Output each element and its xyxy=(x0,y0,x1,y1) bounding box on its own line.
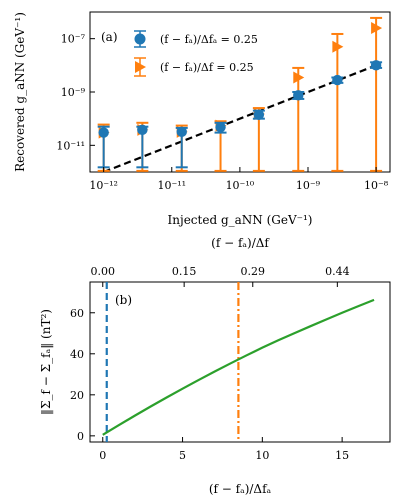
panel-a-x-axis-label: Injected g_aNN (GeV⁻¹) xyxy=(168,213,313,227)
panel-b-x-axis-label: (f − fₐ)/Δfₐ xyxy=(209,482,272,496)
panel-a-y-axis-label: Recovered g_aNN (GeV⁻¹) xyxy=(13,12,27,172)
panel-b-top-x-ticks: 0.00 0.15 0.29 0.44 xyxy=(91,265,350,287)
triangle-point-7 xyxy=(371,22,383,35)
a-y-tick-label-0: 10⁻¹¹ xyxy=(56,139,85,152)
panel-b-top-x-axis-label: (f − fₐ)/Δf xyxy=(211,236,270,250)
circle-point-2 xyxy=(176,126,187,138)
b-y-tick-label-1: 20 xyxy=(70,389,84,402)
series-circle xyxy=(97,60,383,169)
a-y-tick-label-1: 10⁻⁹ xyxy=(61,86,86,99)
b-x-tick-label-1: 5 xyxy=(179,449,186,462)
b-y-tick-label-0: 0 xyxy=(77,430,84,443)
b-top-tick-label-0: 0.00 xyxy=(91,265,116,278)
legend-blue-marker xyxy=(134,33,146,45)
b-x-tick-label-2: 10 xyxy=(255,449,269,462)
legend-orange-label: (f − fₐ)/Δf = 0.25 xyxy=(160,61,254,74)
legend-entry-blue: (f − fₐ)/Δfₐ = 0.25 xyxy=(134,30,258,48)
b-top-tick-label-1: 0.15 xyxy=(172,265,197,278)
b-top-tick-label-2: 0.29 xyxy=(241,265,266,278)
b-top-tick-label-3: 0.44 xyxy=(325,265,350,278)
panel-a-label: (a) xyxy=(101,30,118,44)
series-line xyxy=(102,298,375,436)
panel-a-y-ticks: 10⁻¹¹ 10⁻⁹ 10⁻⁷ xyxy=(56,33,95,152)
panel-b-y-axis-label: ‖Σ_f − Σ_fₐ‖ (nT²) xyxy=(39,309,53,415)
reference-line-group xyxy=(103,64,377,172)
circle-point-4 xyxy=(253,109,265,120)
panel-b-vertical-lines xyxy=(105,282,240,442)
panel-b-x-ticks: 0 5 10 15 xyxy=(99,437,349,462)
circle-point-1 xyxy=(137,124,148,136)
b-x-tick-label-3: 15 xyxy=(335,449,349,462)
a-x-tick-label-2: 10⁻¹⁰ xyxy=(226,179,255,192)
a-x-tick-label-4: 10⁻⁸ xyxy=(364,179,389,192)
b-x-tick-label-0: 0 xyxy=(99,449,106,462)
b-y-tick-label-3: 60 xyxy=(70,307,84,320)
b-y-tick-label-2: 40 xyxy=(70,348,84,361)
panel-b-y-ticks: 0 20 40 60 xyxy=(70,307,95,443)
legend-entry-orange: (f − fₐ)/Δf = 0.25 xyxy=(134,57,254,77)
circle-point-0 xyxy=(98,127,109,138)
a-x-tick-label-3: 10⁻⁹ xyxy=(296,179,321,192)
legend: (f − fₐ)/Δfₐ = 0.25 (f − fₐ)/Δf = 0.25 xyxy=(134,30,258,77)
panel-a: 10⁻¹² 10⁻¹¹ 10⁻¹⁰ 10⁻⁹ 10⁻⁸ 10⁻¹¹ 10⁻⁹ 10⁻⁷ (a… xyxy=(13,11,391,227)
panel-b-series xyxy=(102,298,375,436)
circle-point-6 xyxy=(332,74,343,86)
legend-blue-label: (f − fₐ)/Δfₐ = 0.25 xyxy=(160,33,258,46)
panel-b-frame xyxy=(89,281,391,443)
triangle-point-5 xyxy=(293,71,305,84)
a-y-tick-label-2: 10⁻⁷ xyxy=(61,33,86,46)
panel-b-label: (b) xyxy=(115,293,132,307)
a-x-tick-label-1: 10⁻¹¹ xyxy=(157,179,186,192)
triangle-point-6 xyxy=(332,40,344,53)
panel-b: 0 5 10 15 0.00 0.15 0.29 0.44 0 20 40 60 (b) (f −… xyxy=(39,236,391,496)
legend-orange-marker xyxy=(135,61,146,73)
a-x-tick-label-0: 10⁻¹² xyxy=(89,179,118,192)
panel-a-x-ticks: 10⁻¹² 10⁻¹¹ 10⁻¹⁰ 10⁻⁹ 10⁻⁸ xyxy=(89,167,389,192)
circle-point-5 xyxy=(293,90,304,101)
circle-point-7 xyxy=(370,60,382,71)
panel-a-series xyxy=(97,16,383,172)
reference-line xyxy=(103,64,377,172)
circle-point-3 xyxy=(215,121,226,133)
